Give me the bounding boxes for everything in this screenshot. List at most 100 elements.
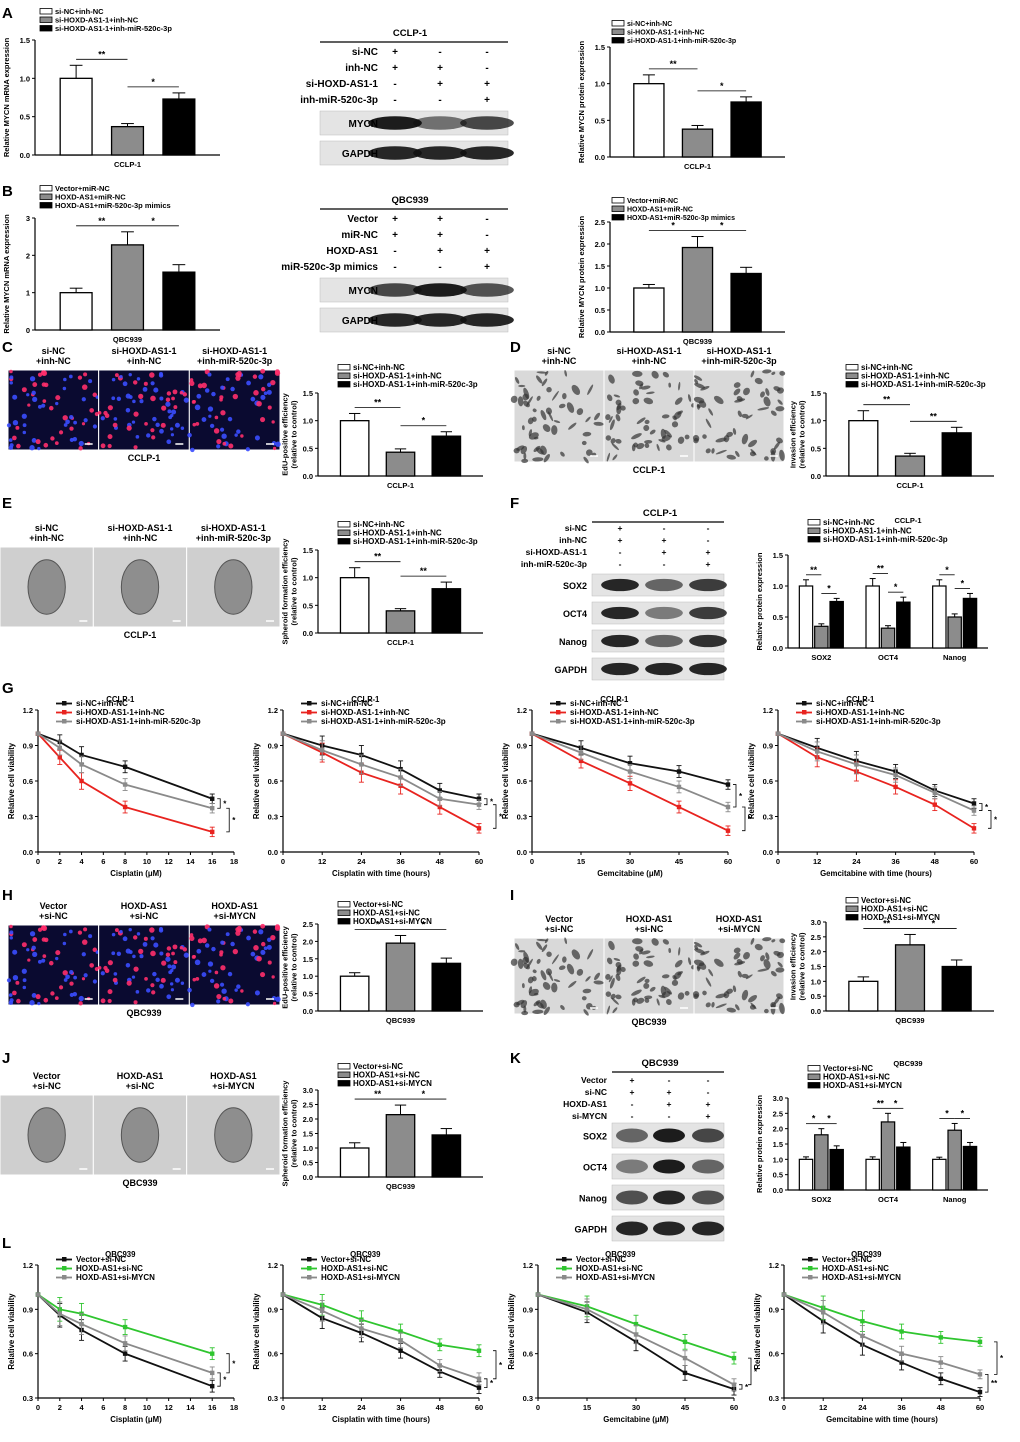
bar: [339, 1147, 370, 1178]
invaded-cell: [632, 397, 640, 405]
y-tick-label: 2.5: [303, 920, 313, 929]
cell-nucleus: [153, 942, 159, 948]
legend-entry: Vector+si-NC: [576, 1255, 626, 1264]
image-caption: CCLP-1: [128, 453, 161, 463]
bar: [865, 1158, 880, 1191]
data-point: [210, 1351, 215, 1356]
y-tick-label: 0.6: [23, 1350, 33, 1359]
cell-nucleus: [32, 937, 38, 942]
legend-entry: HOXD-AS1+si-NC: [822, 1264, 889, 1273]
x-tick-label: 0: [36, 857, 40, 866]
y-tick-label: 1.0: [811, 977, 821, 986]
invaded-cell: [661, 974, 670, 979]
cell-nucleus: [42, 954, 47, 959]
bar: [932, 1158, 947, 1191]
cell-nucleus: [12, 435, 17, 441]
significance-bracket: [979, 803, 983, 811]
invaded-cell: [520, 1000, 528, 1009]
invaded-cell: [582, 988, 592, 994]
legend-entry: HOXD-AS1+si-NC: [823, 1073, 890, 1082]
micrograph-I-2: [603, 937, 696, 1015]
x-tick-label: 45: [675, 857, 683, 866]
invaded-cell: [770, 410, 777, 416]
panel-label: F: [510, 495, 519, 512]
cell-nucleus: [111, 951, 116, 956]
cell-nucleus: [204, 943, 210, 948]
invaded-cell: [757, 968, 770, 972]
invaded-cell: [640, 950, 651, 955]
invaded-cell: [560, 451, 565, 457]
significance-label: *: [748, 815, 752, 824]
invaded-cell: [543, 454, 550, 463]
invaded-cell: [764, 1008, 769, 1014]
invaded-cell: [715, 437, 727, 443]
invaded-cell: [612, 454, 618, 461]
invaded-cell: [651, 370, 659, 379]
invaded-cell: [540, 970, 547, 981]
cell-nucleus: [166, 391, 172, 396]
treatment-mark: +: [392, 47, 398, 58]
invaded-cell: [605, 414, 611, 421]
cell-nucleus: [207, 961, 214, 967]
image-condition-label: +si-NC: [32, 1081, 61, 1091]
treatment-mark: -: [485, 230, 488, 241]
data-point: [79, 752, 84, 758]
cell-nucleus: [37, 1001, 41, 1006]
treatment-mark: -: [619, 547, 622, 557]
cell-nucleus: [216, 993, 222, 1000]
invaded-cell: [664, 429, 673, 438]
cell-nucleus: [22, 423, 27, 428]
data-point: [57, 1311, 62, 1316]
data-point: [359, 1326, 364, 1331]
cell-nucleus: [270, 934, 276, 941]
data-point: [476, 826, 482, 831]
treatment-mark: -: [631, 1099, 634, 1109]
significance-label: *: [812, 1114, 816, 1124]
cell-nucleus: [143, 381, 148, 386]
image-condition-label: si-NC: [35, 523, 59, 533]
cell-nucleus: [9, 936, 13, 940]
cell-nucleus: [8, 445, 14, 450]
invaded-cell: [544, 938, 549, 944]
treatment-label: si-NC: [585, 1087, 607, 1097]
significance-label: *: [894, 582, 898, 592]
invaded-cell: [632, 370, 643, 377]
y-tick-label: 0: [26, 326, 30, 335]
y-tick-label: 0.0: [811, 1007, 821, 1016]
bar: [880, 627, 896, 649]
chart-title: QBC939: [893, 1059, 922, 1068]
blot-band: [368, 313, 422, 327]
data-point: [35, 1292, 41, 1297]
x-axis-label: Cisplatin (μM): [110, 1415, 162, 1424]
x-tick-label: 36: [396, 1403, 404, 1412]
invaded-cell: [776, 993, 783, 1000]
image-condition-label: +inh-NC: [542, 356, 577, 366]
cell-nucleus: [240, 989, 244, 993]
chart-G-3: 0.0 0.3 0.6 0.9 1.2 0 15 30 45 60 * * Gemcitabine (μ…: [501, 695, 752, 878]
invaded-cell: [523, 452, 527, 460]
chart-title: CCLP-1: [106, 695, 135, 704]
spheroid: [120, 1107, 160, 1163]
significance-label: **: [374, 397, 382, 407]
cell-nucleus: [49, 960, 54, 966]
y-tick-label: 0.9: [23, 1305, 33, 1314]
bar: [339, 577, 370, 634]
cell-nucleus: [150, 428, 155, 433]
band-label: GAPDH: [342, 149, 378, 160]
data-point: [398, 1338, 403, 1343]
invaded-cell: [586, 449, 593, 456]
x-tick-label: 48: [436, 1403, 444, 1412]
cell-nucleus: [221, 988, 227, 994]
y-axis-label: Relative cell viability: [501, 742, 510, 819]
cell-nucleus: [271, 420, 275, 424]
cell-nucleus: [150, 381, 155, 386]
significance-label: *: [232, 816, 236, 825]
cell-nucleus: [69, 981, 74, 986]
significance-label: *: [945, 565, 949, 575]
cell-nucleus: [83, 973, 88, 978]
treatment-mark: -: [393, 79, 396, 90]
bar: [829, 1148, 844, 1191]
significance-label: **: [930, 411, 938, 421]
invaded-cell: [773, 386, 781, 392]
legend-entry: Vector+si-NC: [353, 900, 403, 909]
